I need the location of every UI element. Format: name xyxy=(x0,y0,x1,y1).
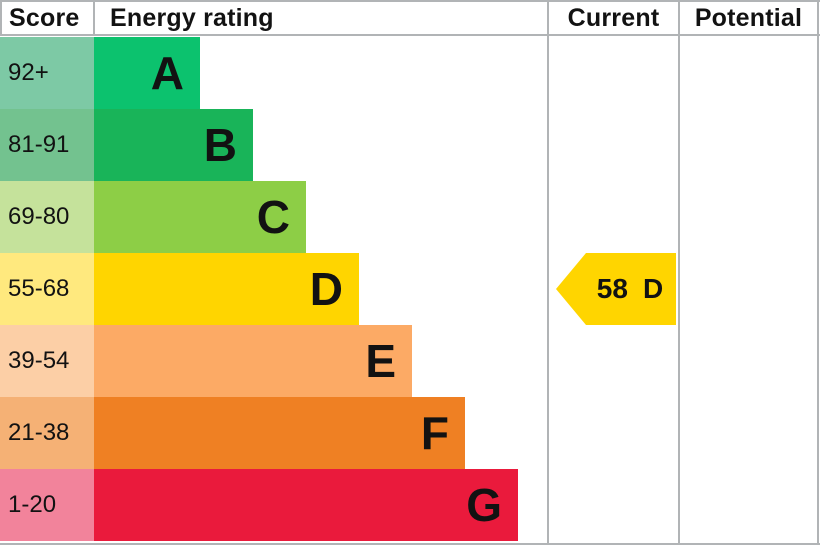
band-bar: E xyxy=(94,325,412,397)
band-score-label: 1-20 xyxy=(8,491,57,518)
band-score-label: 55-68 xyxy=(8,275,70,302)
band-score-cell: 81-91 xyxy=(0,109,94,181)
band-score-cell: 1-20 xyxy=(0,469,94,541)
band-letter: E xyxy=(365,335,396,387)
band-bar: A xyxy=(94,37,200,109)
table-top-border xyxy=(0,0,820,2)
epc-band-row: 55-68 D xyxy=(0,253,820,325)
band-score-label: 39-54 xyxy=(8,347,70,374)
band-score-cell: 21-38 xyxy=(0,397,94,469)
epc-band-row: 1-20 G xyxy=(0,469,820,541)
table-bottom-border xyxy=(0,543,820,545)
header-energy-rating: Energy rating xyxy=(110,3,274,32)
header-score: Score xyxy=(9,3,80,32)
band-letter: F xyxy=(420,407,449,459)
current-rating-arrow: 58 D xyxy=(556,253,676,325)
band-score-cell: 92+ xyxy=(0,37,94,109)
epc-band-row: 92+ A xyxy=(0,37,820,109)
table-left-border xyxy=(0,0,2,34)
band-letter: C xyxy=(256,191,290,243)
band-bar: G xyxy=(94,469,518,541)
epc-band-row: 69-80 C xyxy=(0,181,820,253)
band-score-cell: 55-68 xyxy=(0,253,94,325)
epc-band-row: 81-91 B xyxy=(0,109,820,181)
score-column-separator xyxy=(93,0,95,34)
band-bar: D xyxy=(94,253,359,325)
band-letter: B xyxy=(203,119,237,171)
band-score-label: 21-38 xyxy=(8,419,70,446)
band-letter: A xyxy=(150,47,184,99)
header-bottom-border xyxy=(0,34,820,36)
potential-column-separator xyxy=(678,0,680,545)
band-score-label: 69-80 xyxy=(8,203,70,230)
band-letter: D xyxy=(309,263,343,315)
table-right-border xyxy=(817,0,819,545)
band-letter: G xyxy=(466,479,502,531)
band-score-label: 92+ xyxy=(8,59,49,86)
header-current: Current xyxy=(567,3,660,32)
header-potential: Potential xyxy=(694,3,803,32)
current-rating-score: 58 xyxy=(596,273,628,304)
band-score-cell: 39-54 xyxy=(0,325,94,397)
current-rating-letter: D xyxy=(642,273,664,304)
band-bar: B xyxy=(94,109,253,181)
band-bar: C xyxy=(94,181,306,253)
current-column-separator xyxy=(547,0,549,545)
epc-rows: 92+ A 81-91 B 69-80 C 55-68 D 39-54 xyxy=(0,37,820,541)
band-score-label: 81-91 xyxy=(8,131,70,158)
epc-band-row: 21-38 F xyxy=(0,397,820,469)
band-bar: F xyxy=(94,397,465,469)
band-score-cell: 69-80 xyxy=(0,181,94,253)
epc-band-row: 39-54 E xyxy=(0,325,820,397)
